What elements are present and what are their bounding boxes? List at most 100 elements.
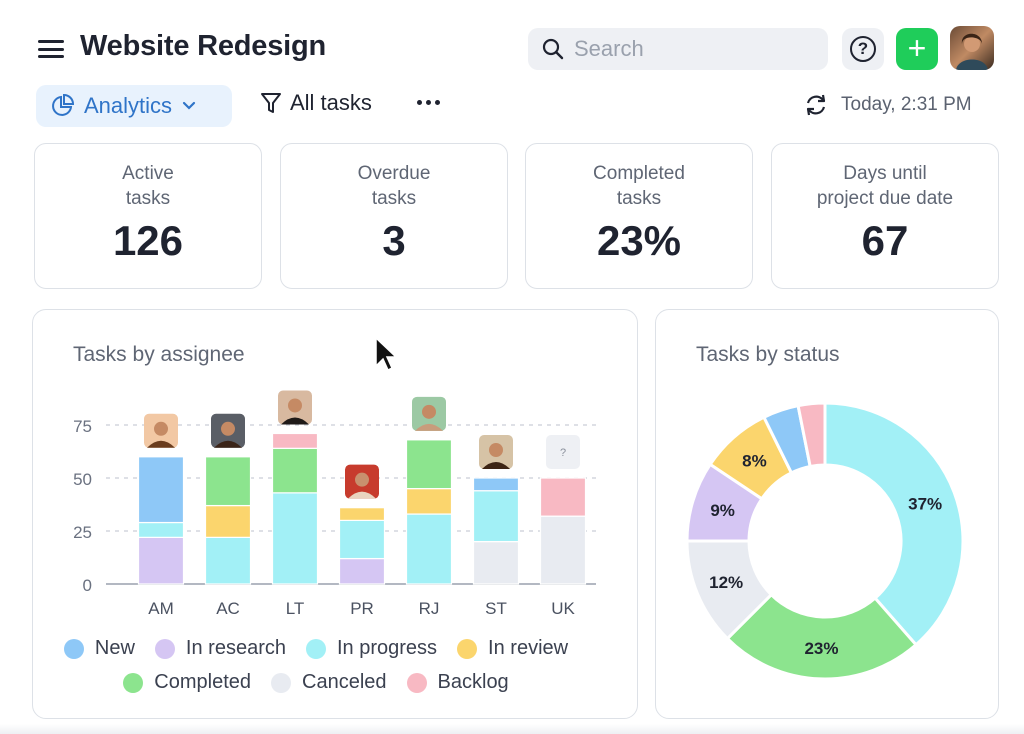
legend-item-new[interactable]: New	[63, 637, 135, 660]
donut-slice	[725, 592, 919, 681]
legend-item-in-review[interactable]: In review	[457, 637, 568, 660]
bar-segment	[338, 519, 386, 560]
bar-segment	[271, 447, 319, 494]
assignee-avatar-face	[489, 443, 503, 457]
assignee-avatar-body	[281, 417, 309, 425]
y-tick-label: 0	[83, 576, 92, 595]
filter-label: All tasks	[290, 90, 372, 115]
filter-button[interactable]: All tasks	[260, 90, 372, 116]
assignee-avatar-body	[348, 491, 376, 499]
search-icon	[542, 38, 564, 60]
more-options-icon[interactable]	[417, 100, 440, 105]
bar-segment	[204, 456, 252, 507]
bar-segment	[472, 477, 520, 492]
bar-segment	[405, 488, 453, 515]
assignee-avatar-face	[422, 404, 436, 419]
stat-label: Days until project due date	[816, 163, 954, 209]
legend-label: Completed	[154, 671, 252, 693]
legend-item-backlog[interactable]: Backlog	[406, 671, 509, 694]
x-tick-label: UK	[551, 599, 575, 618]
donut-slice-label: 37%	[908, 494, 942, 513]
chevron-down-icon	[182, 101, 196, 110]
help-button[interactable]: ?	[842, 28, 884, 70]
stat-card-completed-tasks[interactable]: Completed tasks 23%	[525, 143, 753, 289]
page-bottom-edge	[0, 724, 1024, 734]
unknown-avatar	[546, 435, 580, 469]
bar-segment	[472, 540, 520, 585]
legend-label: New	[94, 637, 135, 659]
bar-segment	[405, 513, 453, 585]
legend-label: In progress	[336, 637, 438, 659]
help-icon: ?	[850, 36, 876, 62]
stat-label: Overdue tasks	[357, 163, 431, 209]
refresh-icon[interactable]	[803, 93, 829, 117]
x-tick-label: RJ	[419, 599, 440, 618]
legend-label: Backlog	[437, 671, 509, 693]
bar-segment	[271, 432, 319, 449]
bar-segment	[539, 477, 587, 517]
bar-segment	[204, 536, 252, 585]
legend-item-completed[interactable]: Completed	[123, 671, 251, 694]
donut-slice	[823, 401, 965, 647]
stat-label: Active tasks	[122, 163, 174, 209]
assignee-avatar-face	[221, 421, 235, 436]
assignee-avatar-body	[415, 423, 443, 431]
bar-segment	[137, 456, 185, 524]
pie-chart-icon	[52, 94, 74, 116]
view-selector-label: Analytics	[84, 93, 173, 118]
assignee-avatar-face	[355, 472, 369, 487]
chart-title: Tasks by status	[696, 343, 840, 366]
donut-slice	[796, 401, 827, 469]
donut-slice-label: 9%	[710, 501, 735, 520]
mouse-cursor-icon	[375, 336, 398, 372]
legend-dot	[123, 672, 144, 693]
stat-card-overdue-tasks[interactable]: Overdue tasks 3	[280, 143, 508, 289]
legend-dot	[271, 672, 292, 693]
search-bar[interactable]	[528, 28, 828, 70]
bar-segment	[338, 557, 386, 585]
bar-segment	[137, 536, 185, 585]
stat-value: 126	[112, 217, 184, 264]
x-tick-label: AM	[148, 599, 174, 618]
search-input[interactable]	[574, 36, 814, 62]
stat-value: 23%	[596, 217, 682, 264]
stat-card-days-until-due[interactable]: Days until project due date 67	[771, 143, 999, 289]
bar-segment	[271, 492, 319, 585]
x-tick-label: LT	[286, 599, 305, 618]
stat-value: 67	[861, 217, 909, 264]
assignee-avatar-body	[147, 440, 175, 448]
bar-segment	[539, 515, 587, 585]
assignee-avatar-body	[482, 462, 510, 469]
chart-title: Tasks by assignee	[73, 343, 245, 366]
view-selector[interactable]: Analytics	[36, 85, 232, 127]
assignee-avatar-face	[154, 421, 168, 436]
donut-slice-label: 23%	[804, 639, 838, 658]
legend-dot	[457, 638, 478, 659]
legend-dot	[305, 638, 326, 659]
donut-slice-label: 8%	[742, 452, 767, 471]
legend-label: Canceled	[302, 671, 387, 693]
legend-label: In research	[185, 637, 286, 659]
donut-slice-label: 12%	[709, 573, 743, 592]
user-avatar[interactable]	[950, 26, 994, 70]
y-tick-label: 50	[73, 470, 92, 489]
tasks-by-status-chart: 37% 23% 12% 9% 8%	[685, 401, 965, 681]
bar-segment	[405, 439, 453, 490]
tasks-by-assignee-panel: Tasks by assignee	[32, 309, 638, 719]
menu-icon[interactable]	[38, 40, 64, 58]
legend-item-in-research[interactable]: In research	[154, 637, 286, 660]
stat-value: 3	[382, 217, 406, 264]
bar-segment	[204, 504, 252, 538]
y-tick-label: 75	[73, 417, 92, 436]
stat-card-active-tasks[interactable]: Active tasks 126	[34, 143, 262, 289]
bar-segment	[472, 490, 520, 543]
legend-dot	[406, 672, 427, 693]
assignee-avatar-face	[288, 398, 302, 413]
x-tick-label: ST	[485, 599, 507, 618]
legend-dot	[63, 638, 84, 659]
legend-item-canceled[interactable]: Canceled	[271, 671, 387, 694]
legend-dot	[154, 638, 175, 659]
legend-item-in-progress[interactable]: In progress	[305, 637, 438, 660]
x-tick-label: AC	[216, 599, 240, 618]
add-button[interactable]: +	[896, 28, 938, 70]
